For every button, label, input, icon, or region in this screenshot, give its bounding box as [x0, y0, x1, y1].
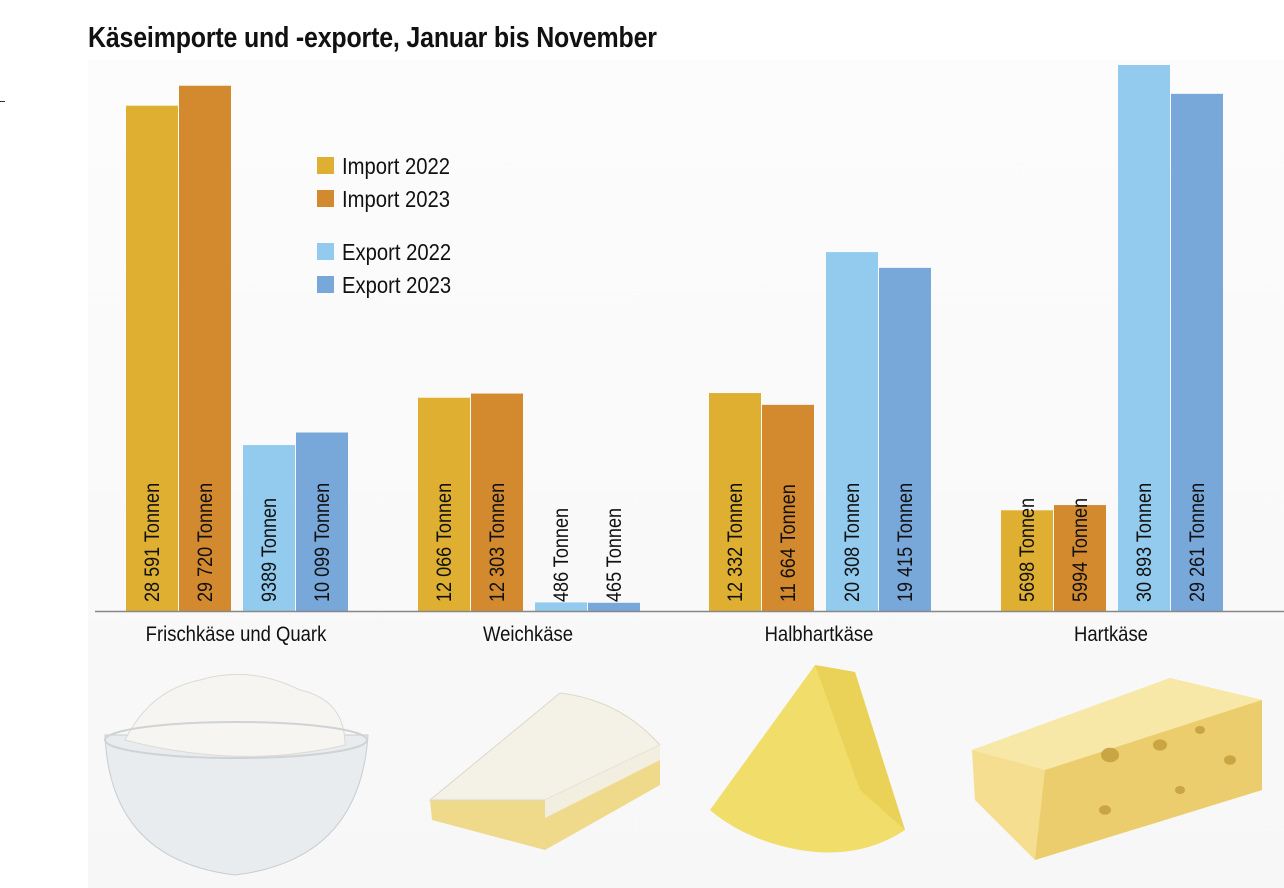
data-label: 5698 Tonnen [1016, 498, 1040, 602]
data-label: 12 303 Tonnen [486, 483, 510, 602]
data-label: 10 099 Tonnen [311, 483, 335, 602]
cheese-hole [1099, 805, 1111, 815]
bar [126, 105, 178, 611]
legend-swatch [317, 157, 334, 174]
camembert-wedge-icon [428, 692, 661, 850]
bar [418, 397, 470, 611]
data-label: 29 261 Tonnen [1186, 483, 1210, 602]
legend-item: Import 2023 [317, 186, 450, 213]
category-label: Frischkäse und Quark [146, 623, 327, 646]
bar [709, 393, 761, 611]
bar [1054, 505, 1106, 611]
data-label: 5994 Tonnen [1069, 498, 1093, 602]
data-label: 486 Tonnen [550, 508, 574, 602]
legend-swatch [317, 190, 334, 207]
legend-label: Export 2022 [342, 239, 451, 266]
legend-item: Export 2022 [317, 239, 451, 266]
legend-item: Import 2022 [317, 153, 450, 180]
cheese-hole [1175, 786, 1185, 794]
legend-label: Export 2023 [342, 272, 451, 299]
legend-swatch [317, 276, 334, 293]
data-label: 28 591 Tonnen [141, 483, 165, 602]
data-label: 9389 Tonnen [258, 498, 282, 602]
data-label: 12 332 Tonnen [724, 483, 748, 602]
data-label: 465 Tonnen [603, 508, 627, 602]
data-label: 20 308 Tonnen [841, 483, 865, 602]
data-label: 19 415 Tonnen [894, 483, 918, 602]
tick-mark [0, 101, 5, 102]
data-label: 29 720 Tonnen [194, 483, 218, 602]
data-label: 30 893 Tonnen [1133, 483, 1157, 602]
cheese-hole [1101, 747, 1119, 763]
cream-cheese-bowl-icon [104, 673, 369, 876]
legend-label: Import 2023 [342, 186, 450, 213]
cheese-hole [1224, 755, 1236, 765]
data-label: 11 664 Tonnen [777, 484, 801, 602]
bar [243, 445, 295, 611]
category-label: Halbhartkäse [765, 623, 874, 646]
bar [296, 432, 348, 611]
cheese-hole [1153, 739, 1167, 751]
bar [1171, 93, 1223, 612]
swiss-cheese-block-icon [972, 678, 1262, 860]
bar [762, 404, 814, 611]
chart-title: Käseimporte und -exporte, Januar bis Nov… [88, 22, 657, 54]
bar [179, 85, 231, 611]
bar [1118, 65, 1170, 611]
bar [879, 267, 931, 611]
semi-hard-cheese-wedge-icon [710, 665, 905, 853]
bar [588, 602, 640, 611]
category-label: Weichkäse [483, 623, 573, 646]
bar [535, 602, 587, 611]
bar [1001, 510, 1053, 611]
legend-item: Export 2023 [317, 272, 451, 299]
category-label: Hartkäse [1074, 623, 1148, 646]
legend-label: Import 2022 [342, 153, 450, 180]
bar [471, 393, 523, 611]
legend-swatch [317, 243, 334, 260]
bar [826, 252, 878, 611]
cheese-hole [1195, 726, 1205, 734]
data-label: 12 066 Tonnen [433, 483, 457, 602]
